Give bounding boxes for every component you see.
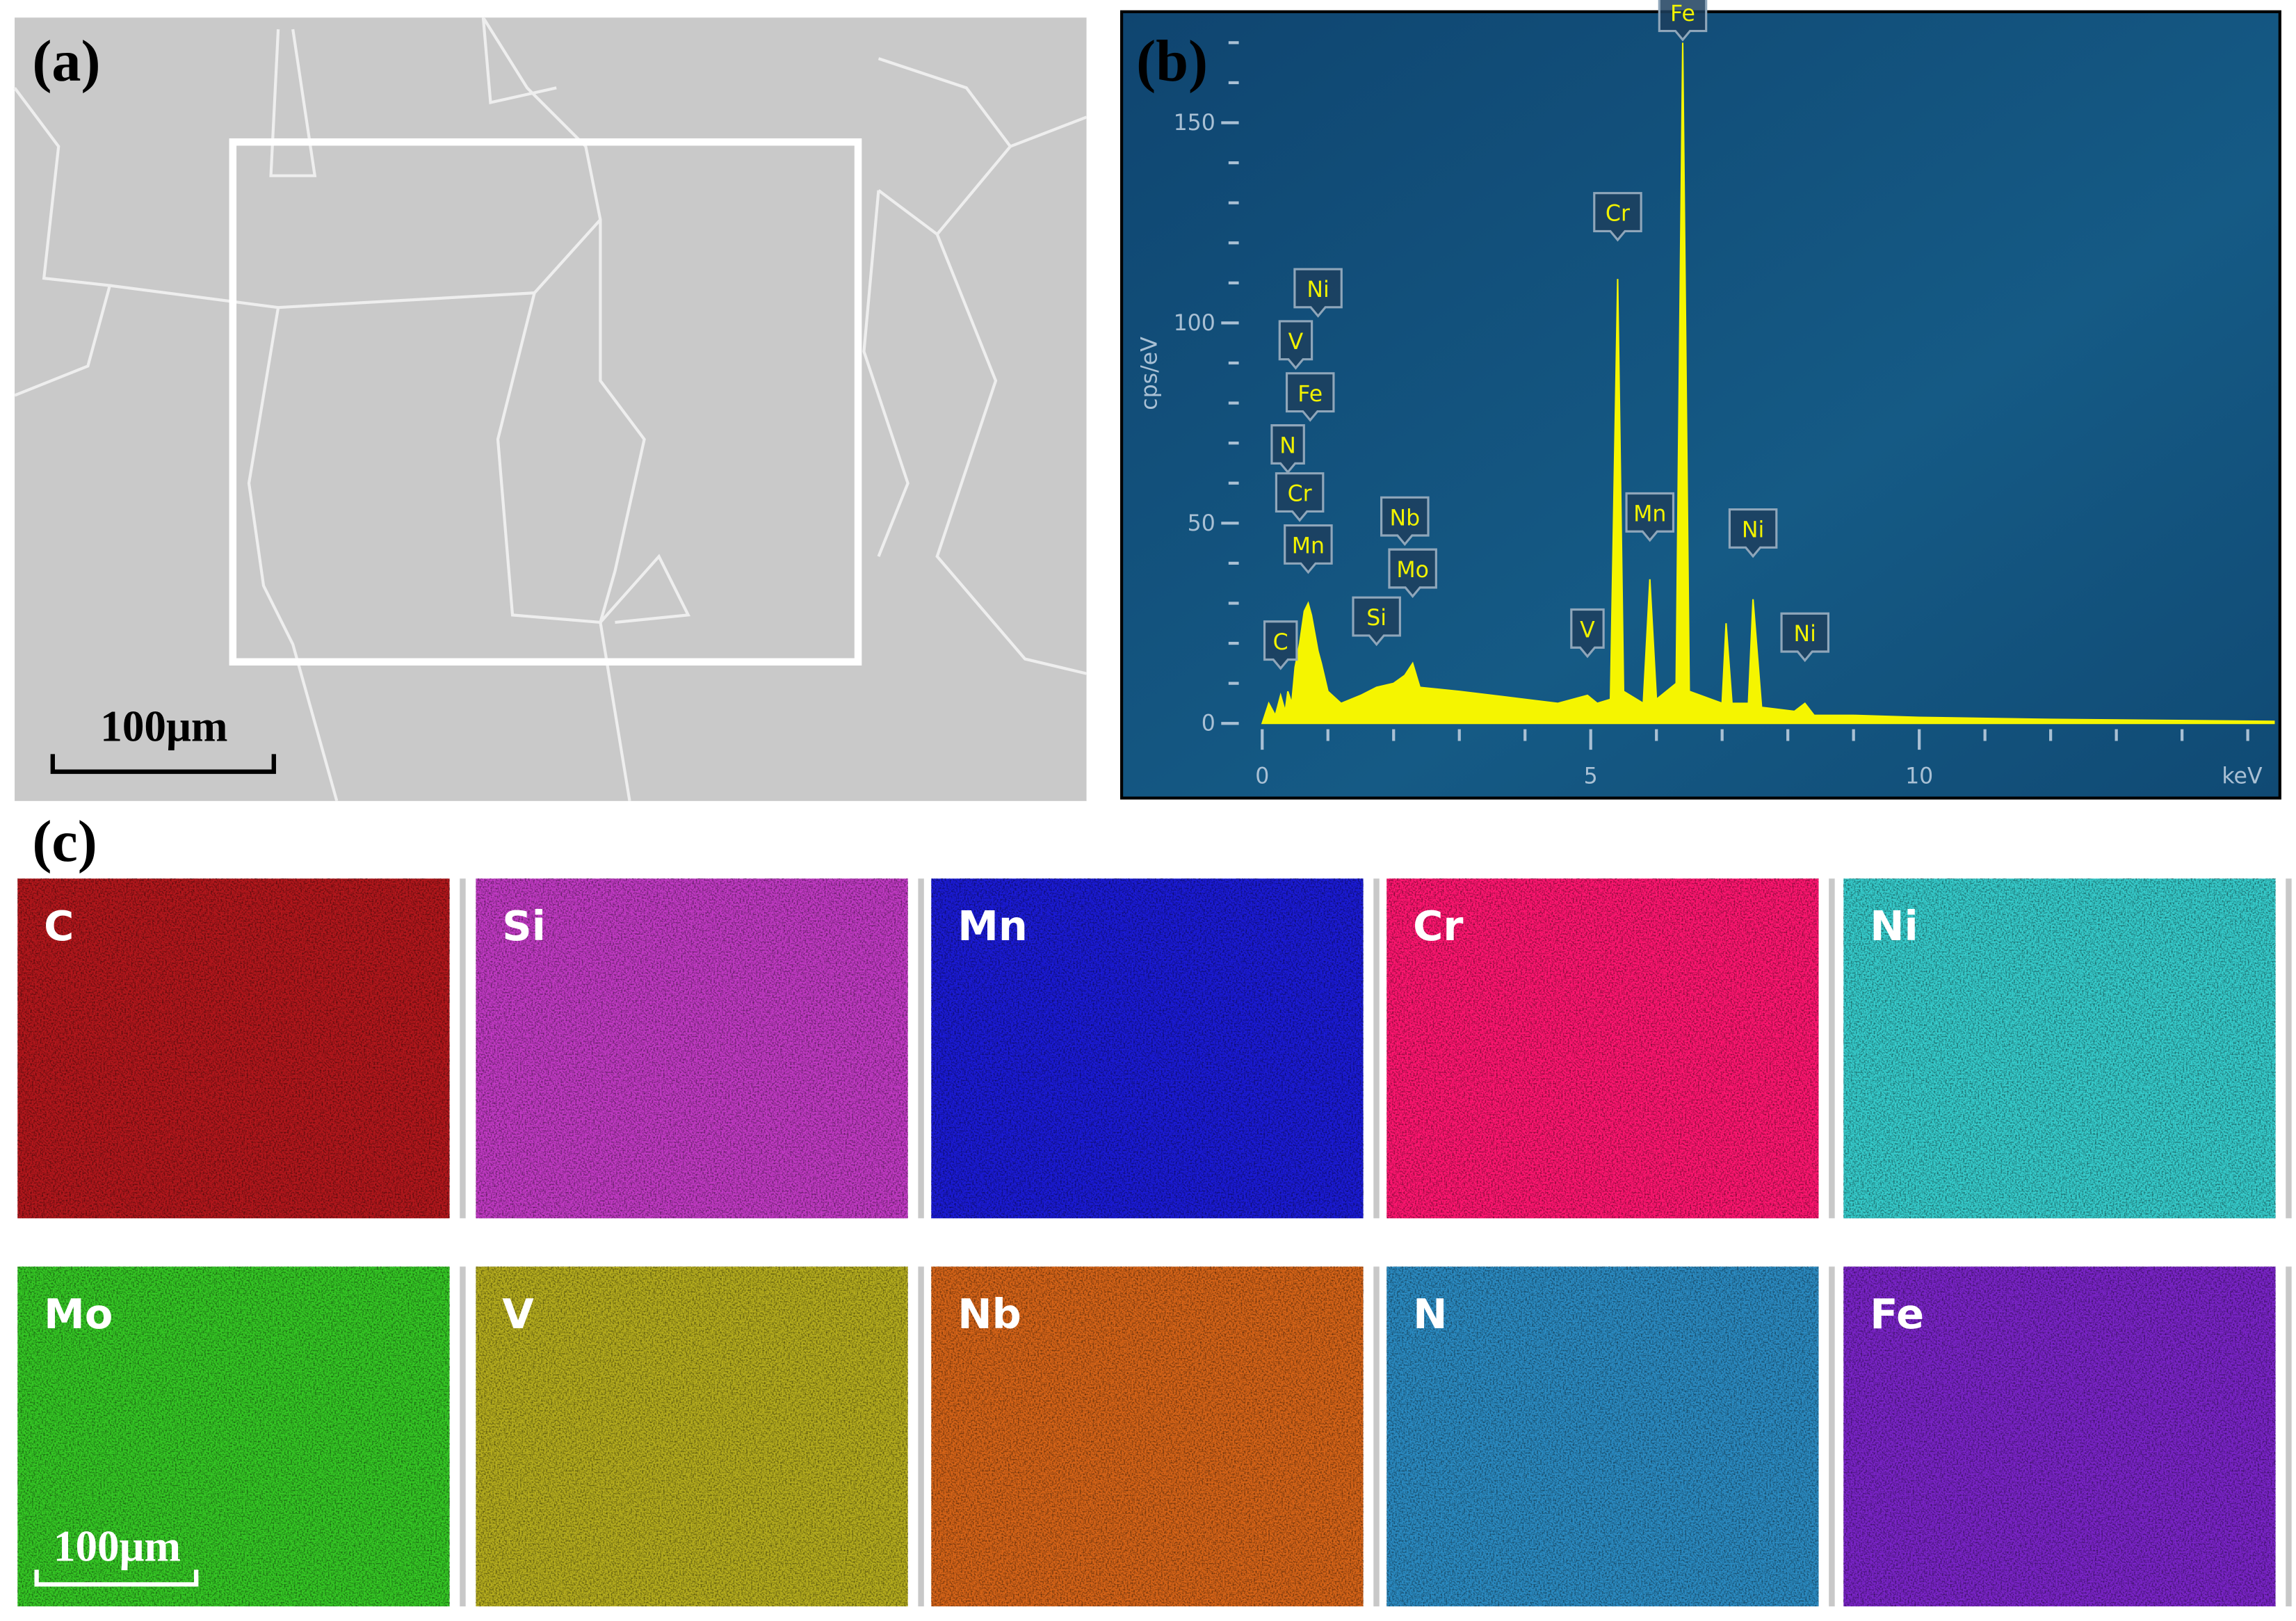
y-tick-label: 0: [1202, 711, 1215, 736]
annotation-box: [1728, 508, 1778, 558]
annotation-box: [1380, 496, 1430, 547]
map-element-label: Si: [502, 902, 546, 950]
map-element-label: Nb: [957, 1290, 1021, 1338]
map-element-label: C: [44, 902, 74, 950]
annotation-box: [1270, 424, 1305, 474]
map-noise: [1387, 1266, 1819, 1606]
map-element-label: N: [1413, 1290, 1447, 1338]
map-noise: [1843, 1266, 2276, 1606]
annotation-label: V: [1580, 618, 1595, 643]
annotation-box: [1625, 492, 1675, 542]
panel-label: (c): [32, 809, 97, 874]
x-tick-label: 0: [1255, 764, 1269, 789]
map-element-label: Ni: [1870, 902, 1918, 950]
panel-label: (a): [32, 29, 100, 94]
annotation-label: Ni: [1794, 622, 1816, 647]
annotation-label: Fe: [1670, 1, 1695, 26]
map-noise: [17, 1266, 450, 1606]
scale-bar-label: 100μm: [100, 702, 227, 750]
annotation-box: [1263, 620, 1298, 670]
scale-bar-label: 100μm: [54, 1522, 181, 1571]
map-noise: [1387, 878, 1819, 1218]
map-noise: [931, 1266, 1364, 1606]
annotation-label: N: [1279, 434, 1296, 459]
annotation-label: Ni: [1742, 518, 1764, 543]
annotation-box: [1352, 596, 1401, 647]
map-element-label: Cr: [1413, 902, 1463, 950]
map-noise: [17, 878, 450, 1218]
annotation-box: [1780, 612, 1830, 663]
spectrum-chart: 0 50 100 150 0 5 10 keV cps/eV C N Cr Mn Fe V Ni Si Nb Mo V…: [1138, 0, 2275, 789]
y-tick-label: 100: [1174, 311, 1215, 336]
annotation-box: [1658, 0, 1708, 42]
map-element-label: Fe: [1870, 1290, 1924, 1338]
annotation-label: Si: [1366, 606, 1387, 631]
annotation-label: Cr: [1288, 482, 1312, 507]
map-noise: [476, 878, 908, 1218]
x-axis-label: keV: [2222, 764, 2263, 789]
annotation-label: Fe: [1297, 382, 1323, 407]
annotation-box: [1293, 268, 1343, 318]
panel-label: (b): [1136, 29, 1208, 94]
map-element-label: Mo: [44, 1290, 113, 1338]
annotation-box: [1284, 524, 1333, 574]
annotation-label: C: [1273, 630, 1288, 655]
annotation-box: [1278, 320, 1313, 370]
annotation-box: [1275, 472, 1325, 522]
annotation-box: [1285, 372, 1335, 422]
annotation-box: [1593, 192, 1642, 242]
x-tick-label: 10: [1905, 764, 1933, 789]
sem-image: [13, 17, 1088, 802]
annotation-label: Mo: [1396, 558, 1429, 583]
annotation-label: Mn: [1633, 502, 1666, 527]
element-maps: C Si Mn Cr Ni Mo V Nb N Fe 100μm: [17, 878, 2292, 1606]
map-noise: [476, 1266, 908, 1606]
scale-bar: [34, 1570, 199, 1587]
spectrum-area: [1261, 42, 2275, 725]
y-tick-label: 150: [1174, 111, 1215, 136]
x-tick-label: 5: [1584, 764, 1598, 789]
y-axis-label: cps/eV: [1138, 337, 1163, 410]
y-tick-label: 50: [1188, 511, 1215, 536]
annotation-label: Nb: [1389, 506, 1420, 531]
annotation-box: [1570, 608, 1605, 659]
annotation-label: Mn: [1292, 534, 1325, 559]
map-noise: [1843, 878, 2276, 1218]
map-element-label: V: [502, 1290, 534, 1338]
map-element-label: Mn: [957, 902, 1028, 950]
annotation-label: V: [1288, 330, 1304, 355]
map-noise: [931, 878, 1364, 1218]
annotation-box: [1388, 548, 1437, 598]
annotation-label: Ni: [1307, 277, 1329, 303]
annotation-label: Cr: [1606, 202, 1630, 227]
